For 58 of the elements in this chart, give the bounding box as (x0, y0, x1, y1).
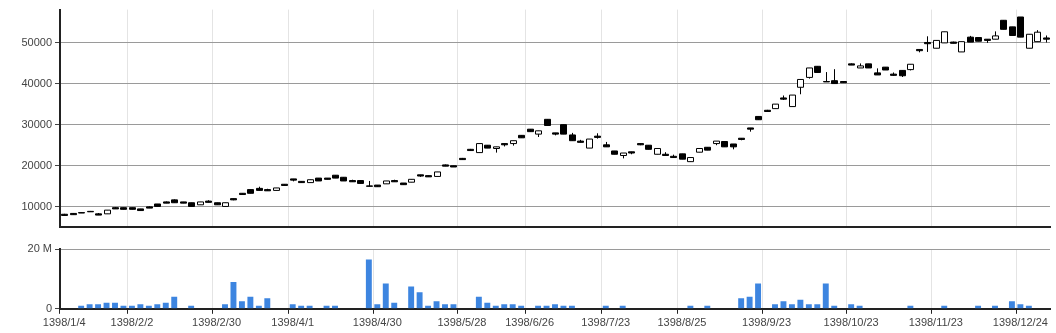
bar (814, 304, 821, 309)
bar (416, 292, 423, 309)
bar (137, 304, 144, 309)
x-tick-label: 1398/9/23 (742, 316, 792, 329)
bar (154, 304, 161, 309)
bar (822, 283, 829, 309)
bar (374, 304, 381, 309)
bar (408, 286, 415, 309)
bar (797, 299, 804, 309)
bar (475, 296, 482, 309)
x-tick-label: 1398/7/23 (581, 316, 631, 329)
bar (264, 298, 271, 309)
bar (171, 296, 178, 309)
bar (501, 304, 508, 309)
y-tick-label: 50000 (21, 35, 52, 48)
bar (746, 296, 753, 309)
x-tick-label: 1398/12/24 (992, 316, 1048, 329)
bar (247, 296, 254, 309)
bar (755, 283, 762, 309)
x-tick-label: 1398/2/2 (110, 316, 154, 329)
bar (238, 301, 245, 309)
bar (382, 283, 389, 309)
bar (433, 301, 440, 309)
bar (103, 302, 110, 309)
bar (95, 304, 102, 309)
bar (552, 304, 558, 309)
y-tick-label: 40000 (21, 76, 52, 89)
bar (162, 302, 169, 309)
x-tick-label: 1398/1/4 (42, 316, 86, 329)
bar (365, 259, 372, 309)
bar (509, 304, 516, 309)
bar (1008, 301, 1015, 309)
y-tick-label: 20000 (21, 158, 52, 171)
bar (805, 304, 812, 309)
y-tick-label: 10000 (21, 199, 52, 212)
x-tick-label: 1398/2/30 (192, 316, 242, 329)
x-tick-label: 1398/10/23 (823, 316, 879, 329)
y-tick-label: 30000 (21, 117, 52, 130)
bar (738, 298, 745, 309)
bar (1017, 304, 1024, 309)
x-tick-label: 1398/11/23 (908, 316, 963, 329)
bar (391, 302, 398, 309)
x-tick-label: 1398/5/28 (437, 316, 487, 329)
bar (86, 304, 93, 309)
bar (788, 304, 795, 309)
bar (442, 304, 448, 309)
bar (772, 304, 778, 309)
bar (222, 304, 228, 309)
x-tick-label: 1398/4/1 (271, 316, 315, 329)
bar (289, 304, 296, 309)
x-tick-label: 1398/6/26 (505, 316, 555, 329)
bar (112, 302, 118, 309)
bar (484, 302, 491, 309)
bar (848, 304, 855, 309)
y-tick-label: 0 (45, 301, 52, 314)
y-tick-label: 20 M (27, 242, 52, 255)
x-tick-label: 1398/4/30 (352, 316, 402, 329)
x-tick-label: 1398/8/25 (657, 316, 707, 329)
